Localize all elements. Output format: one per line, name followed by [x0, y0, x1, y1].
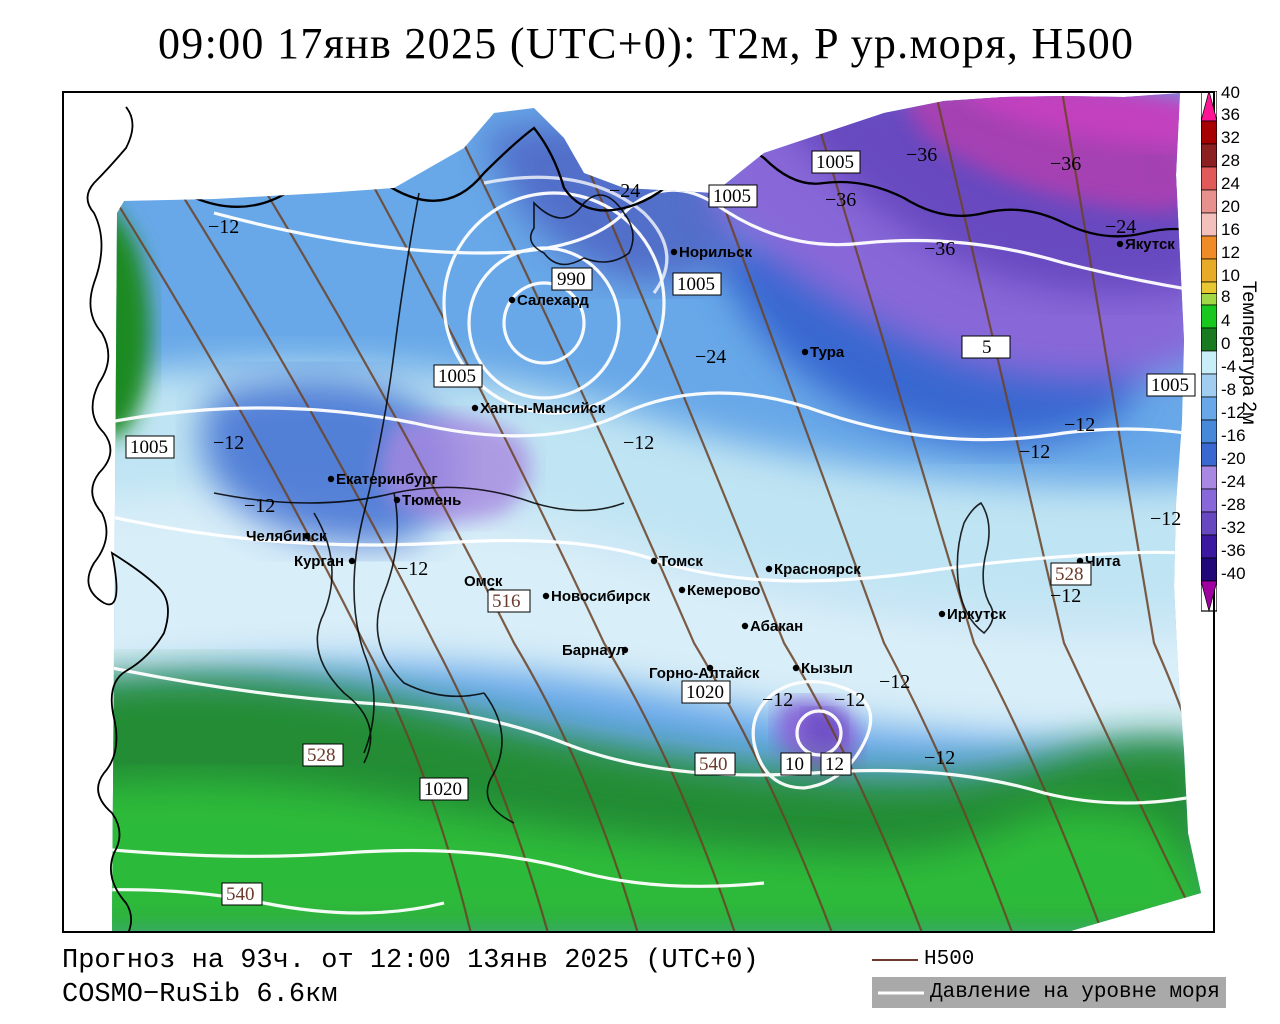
svg-text:Томск: Томск — [659, 553, 703, 570]
svg-text:5: 5 — [982, 337, 992, 358]
svg-text:1020: 1020 — [424, 779, 462, 800]
svg-text:540: 540 — [226, 884, 255, 905]
svg-text:−36: −36 — [1050, 153, 1081, 175]
svg-text:Курган: Курган — [294, 553, 344, 570]
svg-text:Барнаул: Барнаул — [562, 642, 625, 659]
svg-text:−24: −24 — [609, 180, 640, 202]
svg-text:−12: −12 — [1150, 508, 1181, 530]
svg-text:−36: −36 — [825, 189, 856, 211]
svg-text:−24: −24 — [1105, 216, 1136, 238]
svg-text:−12: −12 — [924, 747, 955, 769]
svg-text:1005: 1005 — [438, 366, 476, 387]
svg-text:1020: 1020 — [686, 682, 724, 703]
svg-text:12: 12 — [825, 754, 844, 775]
svg-text:Иркутск: Иркутск — [947, 606, 1006, 623]
svg-text:Салехард: Салехард — [517, 292, 589, 309]
svg-text:−12: −12 — [623, 432, 654, 454]
svg-text:Горно-Алтайск: Горно-Алтайск — [649, 665, 760, 682]
svg-text:−12: −12 — [1064, 414, 1095, 436]
svg-text:−12: −12 — [1019, 441, 1050, 463]
svg-text:−36: −36 — [924, 238, 955, 260]
svg-text:1005: 1005 — [713, 186, 751, 207]
svg-text:−12: −12 — [244, 495, 275, 517]
svg-text:−12: −12 — [879, 671, 910, 693]
svg-text:Новосибирск: Новосибирск — [551, 588, 651, 605]
svg-text:−12: −12 — [397, 558, 428, 580]
svg-text:Кызыл: Кызыл — [801, 660, 853, 677]
svg-text:10: 10 — [785, 754, 804, 775]
svg-text:Якутск: Якутск — [1125, 236, 1175, 253]
svg-text:−36: −36 — [906, 144, 937, 166]
svg-text:Норильск: Норильск — [679, 244, 752, 261]
svg-text:−12: −12 — [208, 216, 239, 238]
svg-text:1005: 1005 — [816, 152, 854, 173]
svg-text:−12: −12 — [834, 689, 865, 711]
svg-text:−12: −12 — [213, 432, 244, 454]
svg-text:Тюмень: Тюмень — [402, 492, 461, 509]
svg-text:516: 516 — [492, 591, 521, 612]
svg-text:Челябинск: Челябинск — [246, 528, 327, 545]
svg-text:Кемерово: Кемерово — [687, 582, 760, 599]
svg-text:Ханты-Мансийск: Ханты-Мансийск — [480, 400, 606, 417]
svg-text:Екатеринбург: Екатеринбург — [336, 471, 438, 488]
svg-text:Тура: Тура — [810, 344, 845, 361]
svg-text:−24: −24 — [695, 346, 726, 368]
svg-text:−12: −12 — [762, 689, 793, 711]
svg-text:540: 540 — [699, 754, 728, 775]
svg-text:Омск: Омск — [464, 573, 503, 590]
svg-text:Абакан: Абакан — [750, 618, 803, 635]
svg-text:990: 990 — [557, 269, 586, 290]
svg-text:−12: −12 — [1050, 585, 1081, 607]
svg-text:1005: 1005 — [1151, 375, 1189, 396]
svg-text:528: 528 — [307, 745, 336, 766]
svg-text:1005: 1005 — [677, 274, 715, 295]
svg-text:Красноярск: Красноярск — [774, 561, 861, 578]
svg-text:528: 528 — [1055, 564, 1084, 585]
svg-text:1005: 1005 — [130, 437, 168, 458]
